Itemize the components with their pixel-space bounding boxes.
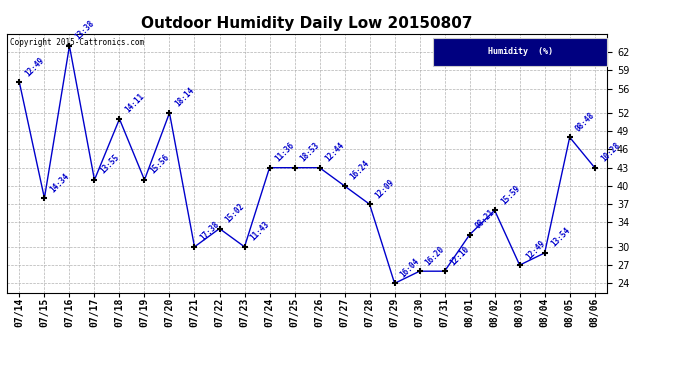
Text: 16:20: 16:20 xyxy=(424,244,446,267)
Text: 15:02: 15:02 xyxy=(224,202,246,224)
Text: 08:48: 08:48 xyxy=(574,110,597,133)
Text: Copyright 2015-Cattronics.com: Copyright 2015-Cattronics.com xyxy=(10,38,144,46)
Text: 12:49: 12:49 xyxy=(524,238,546,261)
Text: 15:59: 15:59 xyxy=(499,183,522,206)
Text: 12:49: 12:49 xyxy=(23,56,46,78)
Text: 15:56: 15:56 xyxy=(148,153,171,176)
Text: 12:09: 12:09 xyxy=(374,177,397,200)
Text: Humidity  (%): Humidity (%) xyxy=(488,47,553,56)
Text: 13:55: 13:55 xyxy=(99,153,121,176)
Title: Outdoor Humidity Daily Low 20150807: Outdoor Humidity Daily Low 20150807 xyxy=(141,16,473,31)
Text: 08:21: 08:21 xyxy=(474,208,497,231)
Text: 16:24: 16:24 xyxy=(348,159,371,182)
Text: 11:43: 11:43 xyxy=(248,220,271,243)
Text: 16:04: 16:04 xyxy=(399,256,422,279)
Text: 17:38: 17:38 xyxy=(199,220,221,243)
Text: 12:44: 12:44 xyxy=(324,141,346,164)
Text: 13:54: 13:54 xyxy=(549,226,571,249)
Text: 13:38: 13:38 xyxy=(74,19,97,42)
Text: 14:11: 14:11 xyxy=(124,92,146,115)
FancyBboxPatch shape xyxy=(433,38,607,66)
Text: 18:53: 18:53 xyxy=(299,141,322,164)
Text: 18:14: 18:14 xyxy=(174,86,197,109)
Text: 14:34: 14:34 xyxy=(48,171,71,194)
Text: 11:36: 11:36 xyxy=(274,141,297,164)
Text: 10:28: 10:28 xyxy=(599,141,622,164)
Text: 12:10: 12:10 xyxy=(448,244,471,267)
